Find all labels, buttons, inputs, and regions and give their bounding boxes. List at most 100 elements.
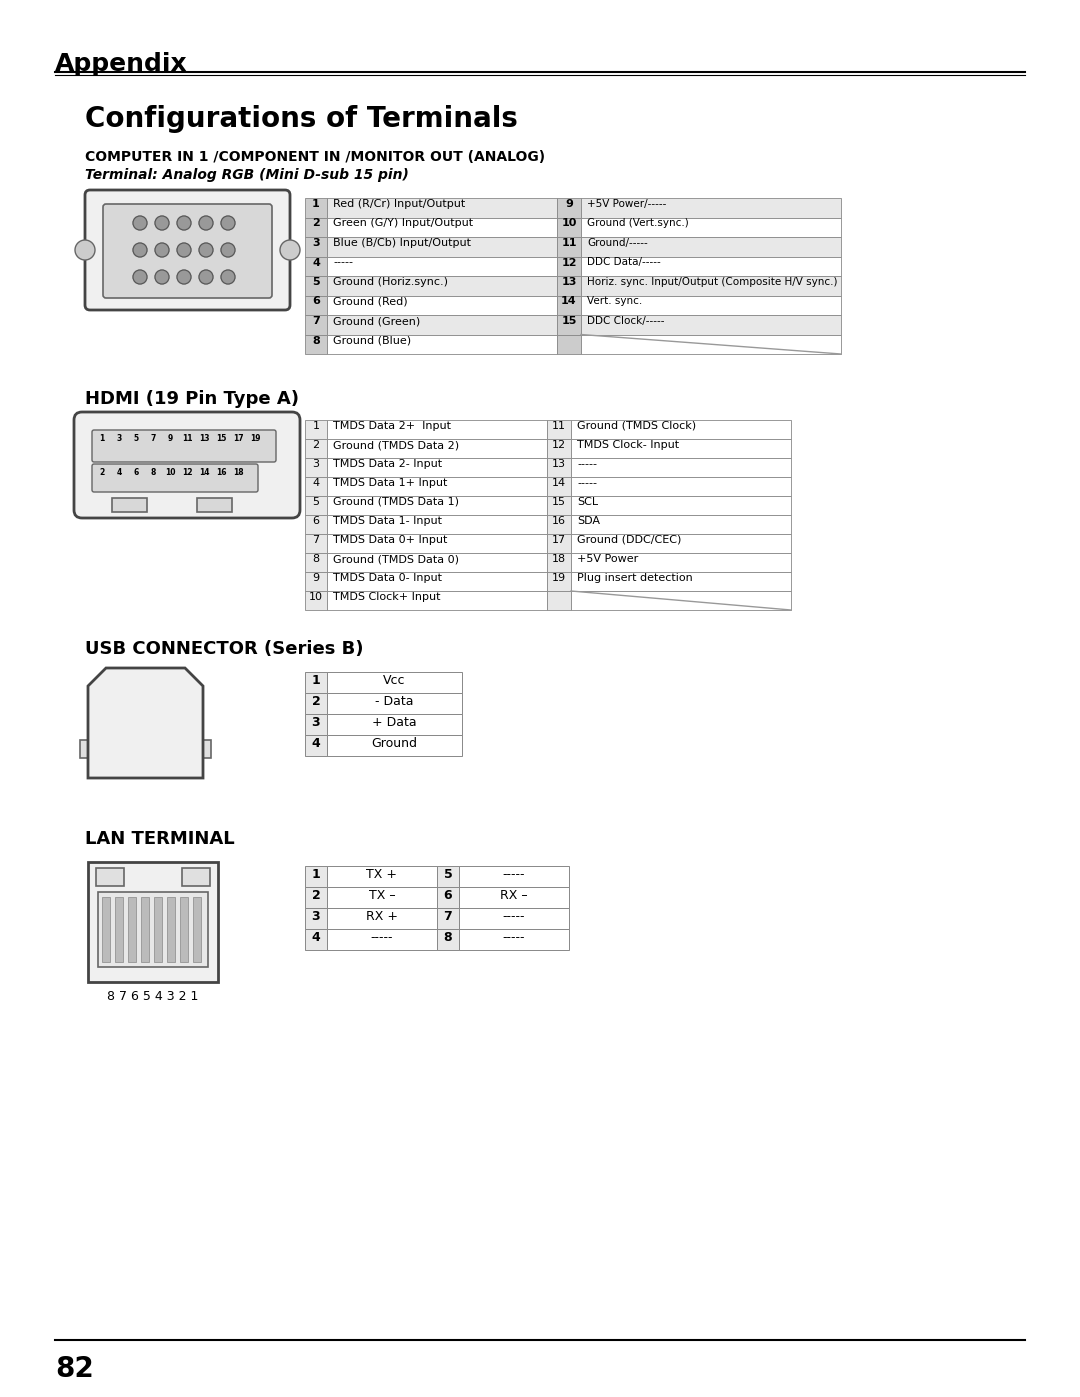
Text: Red (R/Cr) Input/Output: Red (R/Cr) Input/Output — [333, 198, 465, 210]
Text: Ground (TMDS Clock): Ground (TMDS Clock) — [577, 420, 697, 432]
Polygon shape — [87, 668, 203, 778]
Bar — [112, 696, 137, 726]
Text: 18: 18 — [552, 555, 566, 564]
Bar — [581, 334, 841, 353]
Bar — [437, 866, 459, 887]
Bar — [581, 296, 841, 314]
FancyBboxPatch shape — [75, 412, 300, 518]
Text: TMDS Data 0- Input: TMDS Data 0- Input — [333, 573, 442, 583]
Bar — [327, 334, 557, 353]
Bar — [305, 571, 327, 591]
Text: 10: 10 — [165, 468, 175, 476]
Text: DDC Clock/-----: DDC Clock/----- — [588, 316, 664, 326]
Bar — [546, 458, 571, 476]
Bar — [141, 897, 149, 963]
FancyBboxPatch shape — [85, 190, 291, 310]
Text: 10: 10 — [309, 592, 323, 602]
Text: 8: 8 — [312, 335, 320, 345]
Bar — [180, 897, 188, 963]
Bar — [327, 420, 546, 439]
Bar — [581, 257, 841, 277]
Bar — [546, 515, 571, 534]
Text: 13: 13 — [199, 434, 210, 443]
Circle shape — [199, 270, 213, 284]
Text: 2: 2 — [312, 218, 320, 229]
Text: 1: 1 — [312, 198, 320, 210]
Text: 11: 11 — [552, 420, 566, 432]
Bar — [305, 929, 327, 950]
Text: Ground (Horiz.sync.): Ground (Horiz.sync.) — [333, 277, 448, 286]
Text: 1: 1 — [99, 434, 105, 443]
Text: 14: 14 — [199, 468, 210, 476]
Circle shape — [156, 217, 168, 231]
Text: 3: 3 — [312, 909, 321, 923]
Bar — [327, 296, 557, 314]
Bar — [581, 218, 841, 237]
Text: TMDS Clock+ Input: TMDS Clock+ Input — [333, 592, 441, 602]
Bar — [305, 439, 327, 458]
Text: TMDS Data 2+  Input: TMDS Data 2+ Input — [333, 420, 451, 432]
Text: Configurations of Terminals: Configurations of Terminals — [85, 105, 518, 133]
Text: 18: 18 — [232, 468, 243, 476]
Bar — [327, 929, 437, 950]
Text: 10: 10 — [562, 218, 577, 229]
Text: 6: 6 — [133, 468, 138, 476]
Bar — [114, 897, 123, 963]
Circle shape — [133, 270, 147, 284]
Bar — [557, 198, 581, 218]
Text: + Data: + Data — [373, 717, 417, 729]
Bar — [571, 515, 791, 534]
Bar — [305, 534, 327, 553]
FancyBboxPatch shape — [92, 430, 276, 462]
Text: -----: ----- — [577, 478, 597, 488]
Bar — [557, 277, 581, 296]
Bar — [327, 277, 557, 296]
Text: 13: 13 — [562, 277, 577, 286]
Bar — [305, 458, 327, 476]
Bar — [98, 893, 208, 967]
Bar — [327, 591, 546, 610]
Bar — [305, 887, 327, 908]
Text: 19: 19 — [552, 573, 566, 583]
Bar — [459, 866, 569, 887]
Bar — [154, 897, 162, 963]
Text: 3: 3 — [117, 434, 122, 443]
Bar — [571, 553, 791, 571]
Text: Ground (DDC/CEC): Ground (DDC/CEC) — [577, 535, 681, 545]
Circle shape — [177, 270, 191, 284]
Bar — [305, 693, 327, 714]
Bar — [571, 571, 791, 591]
Text: TMDS Clock- Input: TMDS Clock- Input — [577, 440, 679, 450]
Bar — [327, 571, 546, 591]
Bar — [327, 476, 546, 496]
Bar — [305, 714, 327, 735]
Text: TMDS Data 2- Input: TMDS Data 2- Input — [333, 460, 442, 469]
Circle shape — [133, 243, 147, 257]
Text: USB CONNECTOR (Series B): USB CONNECTOR (Series B) — [85, 640, 364, 658]
Bar — [305, 237, 327, 257]
Bar — [201, 740, 211, 759]
Circle shape — [133, 217, 147, 231]
Bar — [459, 929, 569, 950]
Text: 15: 15 — [552, 497, 566, 507]
Text: 4: 4 — [312, 478, 320, 488]
Bar — [305, 218, 327, 237]
Bar — [327, 553, 546, 571]
Bar — [327, 735, 462, 756]
Text: SDA: SDA — [577, 515, 600, 527]
Bar — [571, 476, 791, 496]
Text: LAN TERMINAL: LAN TERMINAL — [85, 830, 234, 848]
Bar — [327, 866, 437, 887]
Bar — [459, 908, 569, 929]
Circle shape — [177, 217, 191, 231]
Text: SCL: SCL — [577, 497, 598, 507]
Bar — [327, 458, 546, 476]
Text: -----: ----- — [503, 868, 525, 882]
Text: 5: 5 — [134, 434, 138, 443]
Circle shape — [221, 243, 235, 257]
Text: Ground (Green): Ground (Green) — [333, 316, 420, 326]
Text: 5: 5 — [444, 868, 453, 882]
Text: 17: 17 — [232, 434, 243, 443]
Bar — [327, 198, 557, 218]
Text: Appendix: Appendix — [55, 52, 188, 75]
